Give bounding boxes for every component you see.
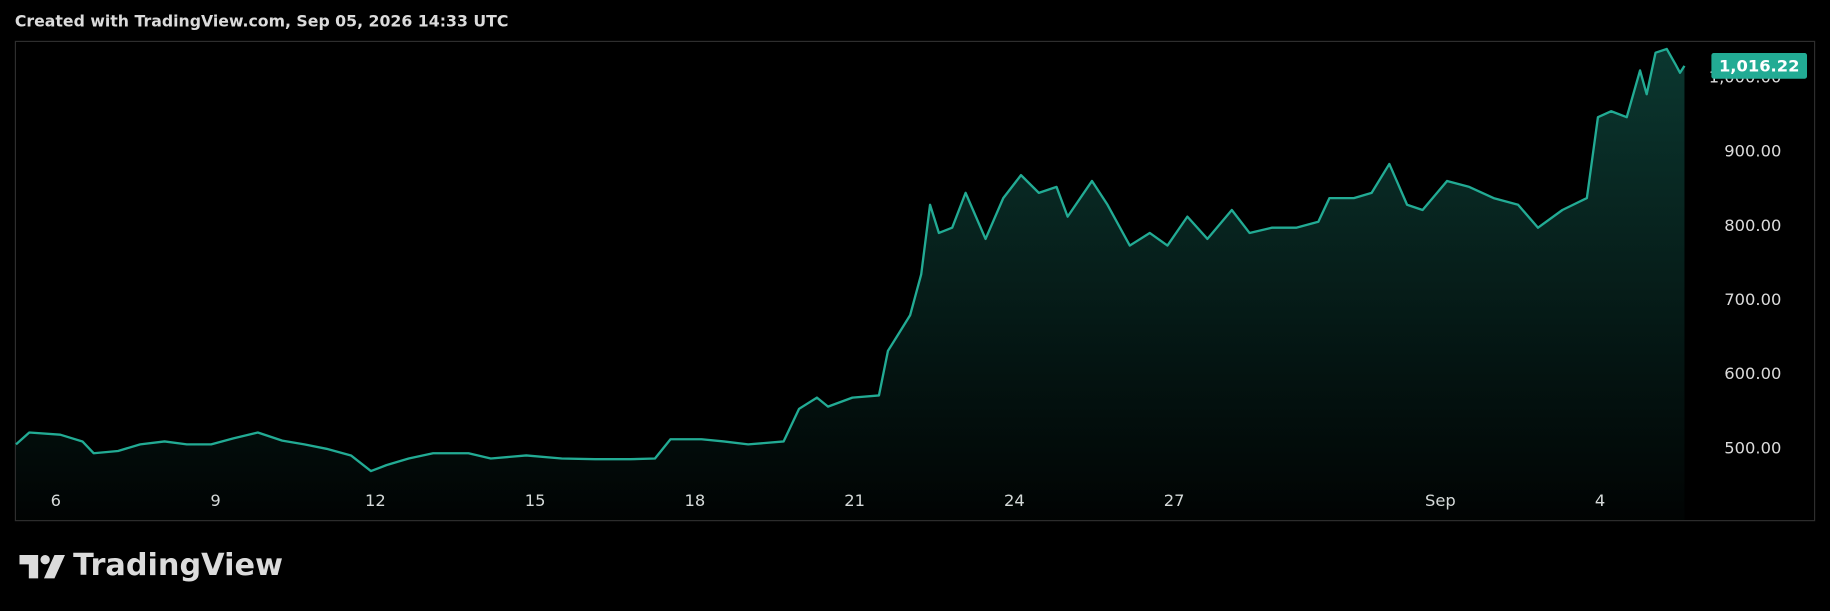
brand-name: TradingView xyxy=(73,548,283,583)
last-price-label: 1,016.22 xyxy=(1719,57,1799,76)
y-tick-label: 700.00 xyxy=(1724,290,1781,309)
chart-title: Created with TradingView.com, Sep 05, 20… xyxy=(15,12,509,31)
y-tick-label: 500.00 xyxy=(1724,438,1781,457)
plot: 69121518212427Sep4500.00600.00700.00800.… xyxy=(15,47,1808,521)
plot-frame xyxy=(14,40,1816,522)
area-fill xyxy=(15,48,1685,521)
last-price-tag xyxy=(1711,53,1808,79)
y-tick-label: 800.00 xyxy=(1724,216,1781,235)
y-tick-label: 600.00 xyxy=(1724,364,1781,383)
price-line xyxy=(15,47,1686,473)
y-tick-label: 900.00 xyxy=(1724,142,1781,161)
brand-logo xyxy=(19,555,65,579)
